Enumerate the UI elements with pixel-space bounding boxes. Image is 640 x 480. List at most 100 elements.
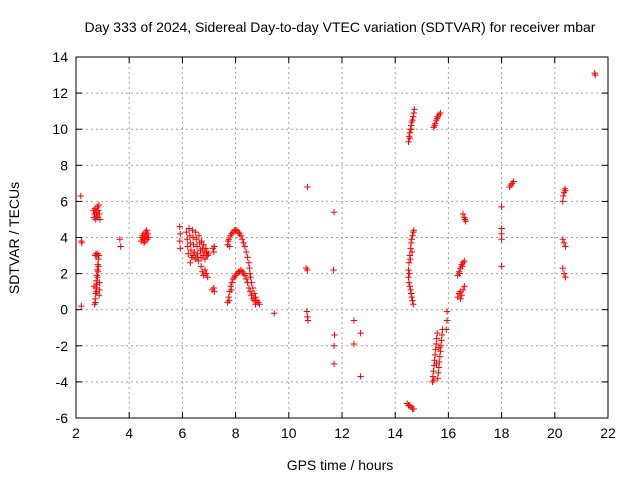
data-point — [249, 284, 257, 292]
data-point — [303, 308, 311, 315]
data-point — [459, 263, 466, 270]
data-point — [408, 236, 415, 243]
data-point — [194, 250, 202, 257]
data-point — [431, 357, 438, 364]
data-point — [78, 239, 86, 247]
data-point — [411, 106, 418, 113]
data-point — [252, 293, 259, 301]
data-point — [405, 274, 412, 281]
data-point — [211, 243, 218, 250]
plot-frame — [75, 56, 609, 419]
data-point — [458, 292, 465, 299]
y-tick-label: 12 — [52, 85, 68, 101]
data-point — [239, 236, 246, 243]
data-point — [193, 254, 201, 261]
data-point — [204, 274, 211, 281]
data-point — [228, 286, 235, 294]
data-point — [432, 346, 439, 353]
data-point — [498, 230, 505, 238]
data-point — [406, 135, 414, 142]
data-point — [92, 299, 99, 306]
data-point — [304, 313, 311, 321]
x-tick-label: 18 — [494, 425, 510, 441]
data-point — [226, 297, 233, 304]
data-point — [241, 272, 249, 279]
data-point — [357, 329, 364, 337]
data-point — [247, 288, 254, 295]
data-point — [461, 216, 469, 223]
data-point — [330, 342, 338, 349]
x-tick-label: 14 — [387, 425, 403, 441]
data-point — [436, 353, 444, 360]
data-point — [203, 270, 210, 277]
data-point — [410, 113, 417, 120]
data-point — [443, 317, 451, 324]
data-point — [192, 228, 199, 236]
data-point — [198, 237, 205, 245]
data-point — [117, 243, 124, 250]
data-point — [407, 239, 415, 247]
data-point — [248, 279, 255, 286]
data-point — [243, 248, 250, 256]
data-point — [187, 246, 195, 254]
data-point — [95, 255, 102, 263]
data-point — [510, 178, 517, 185]
data-point — [226, 243, 233, 250]
data-point — [560, 192, 567, 200]
data-point — [304, 183, 311, 191]
data-point — [185, 225, 193, 232]
x-tick-label: 10 — [281, 425, 297, 441]
data-point — [410, 405, 418, 413]
data-point — [437, 348, 444, 355]
data-point — [95, 207, 102, 214]
data-point — [200, 241, 207, 248]
data-point — [407, 286, 414, 294]
x-tick-label: 22 — [600, 425, 616, 441]
y-tick-label: 4 — [60, 230, 68, 246]
data-point — [270, 310, 278, 317]
data-point — [197, 263, 205, 270]
y-tick-label: -6 — [56, 410, 69, 426]
data-point — [498, 203, 505, 211]
data-point — [434, 329, 441, 337]
data-point — [438, 337, 445, 344]
data-point — [498, 225, 505, 232]
data-point — [456, 270, 463, 277]
data-point — [95, 263, 102, 270]
data-point — [350, 340, 358, 348]
data-point — [406, 129, 414, 137]
data-point — [195, 232, 203, 239]
x-tick-label: 16 — [441, 425, 457, 441]
data-point — [405, 138, 412, 146]
data-point — [409, 232, 416, 239]
data-point — [431, 351, 439, 359]
data-point — [408, 293, 415, 301]
data-point — [559, 198, 566, 205]
data-point — [410, 109, 418, 117]
data-point — [90, 283, 98, 290]
data-point — [176, 237, 183, 245]
data-point — [330, 266, 337, 274]
data-point — [457, 295, 464, 303]
data-point — [304, 266, 311, 274]
data-point — [407, 245, 414, 252]
data-point — [430, 376, 437, 384]
data-point — [177, 230, 184, 238]
data-point — [435, 369, 442, 377]
data-point — [191, 248, 198, 256]
data-point — [190, 241, 197, 248]
data-point — [245, 259, 253, 266]
data-point — [144, 230, 152, 238]
data-point — [560, 239, 568, 247]
y-tick-label: -2 — [56, 338, 69, 354]
data-point — [228, 279, 236, 286]
data-point — [405, 266, 412, 274]
data-point — [562, 187, 569, 194]
y-tick-label: 8 — [60, 157, 68, 173]
data-point — [184, 243, 191, 250]
data-point — [562, 274, 569, 281]
data-point — [227, 283, 235, 290]
data-point — [116, 236, 124, 243]
data-point — [95, 201, 103, 209]
